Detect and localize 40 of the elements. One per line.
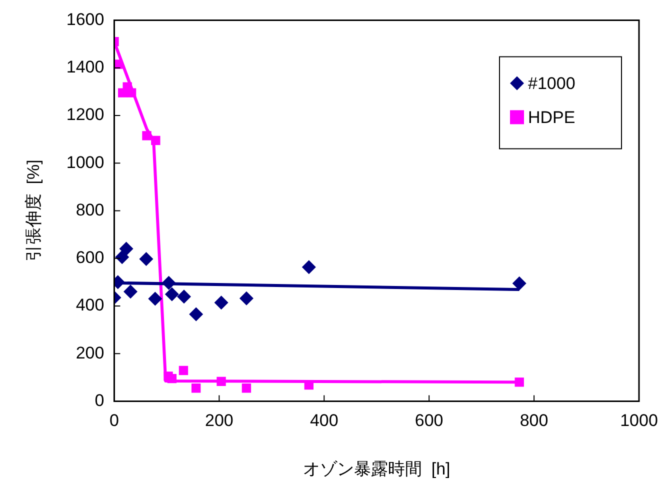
point xyxy=(178,366,188,376)
point xyxy=(191,384,201,393)
point xyxy=(164,287,179,302)
legend-label: HDPE xyxy=(528,108,576,127)
point xyxy=(239,291,254,306)
point xyxy=(119,242,134,256)
point xyxy=(142,131,152,140)
point xyxy=(126,88,136,98)
point xyxy=(148,292,162,306)
x-tick-label: 0 xyxy=(109,411,119,430)
y-tick-label: 1400 xyxy=(66,58,104,77)
point xyxy=(514,378,524,387)
x-tick-label: 800 xyxy=(520,411,548,430)
x-axis-title: オゾン暴露時間 [h] xyxy=(302,459,450,478)
x-tick-label: 400 xyxy=(310,411,338,430)
legend-label: #1000 xyxy=(528,74,576,93)
y-tick-label: 800 xyxy=(76,200,104,220)
point xyxy=(512,276,526,290)
y-tick-label: 600 xyxy=(76,248,104,268)
point xyxy=(123,284,138,299)
y-tick-label: 200 xyxy=(76,343,104,362)
point xyxy=(139,252,154,266)
point xyxy=(302,260,316,274)
point xyxy=(242,384,252,393)
y-tick-label: 400 xyxy=(76,296,104,315)
y-axis-title: 引張伸度 [%] xyxy=(24,160,43,262)
point xyxy=(214,296,228,310)
y-tick-label: 1000 xyxy=(66,152,104,172)
point xyxy=(189,307,204,322)
point xyxy=(177,290,192,304)
x-tick-label: 200 xyxy=(204,411,234,430)
y-tick-label: 0 xyxy=(94,390,104,410)
y-tick-label: 1600 xyxy=(66,10,104,29)
point xyxy=(216,376,226,386)
point xyxy=(167,374,177,384)
x-tick-label: 600 xyxy=(414,411,444,430)
point xyxy=(162,276,176,290)
y-tick-label: 1200 xyxy=(66,105,104,124)
point xyxy=(151,136,160,146)
x-tick-label: 1000 xyxy=(620,411,658,430)
